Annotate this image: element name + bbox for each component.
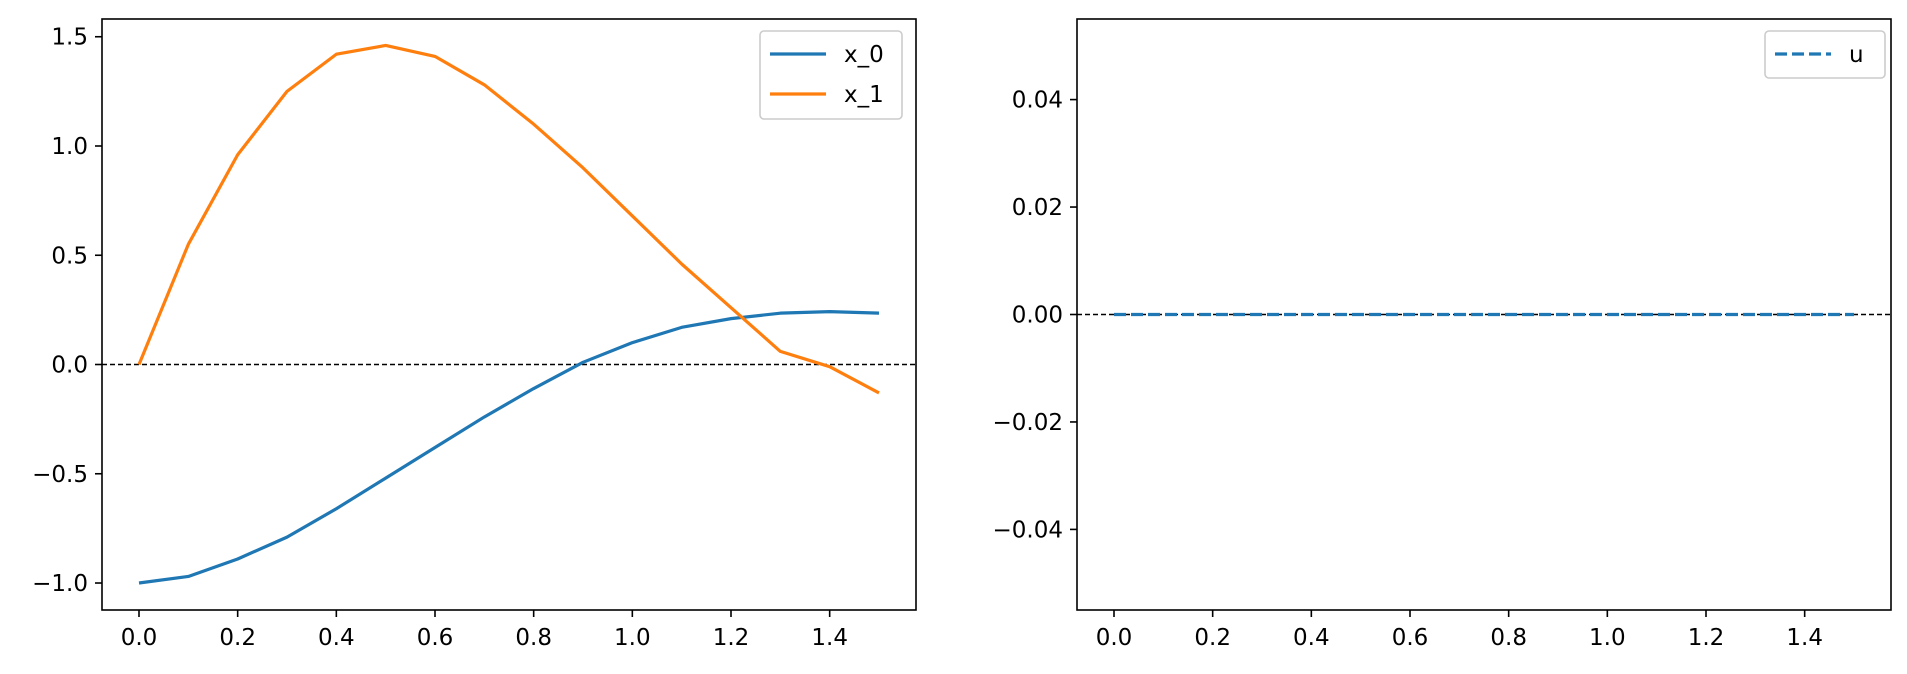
y-tick-label: 0.04 (1012, 88, 1063, 114)
x-tick-label: 0.0 (1096, 625, 1133, 651)
x-tick-label: 0.6 (1392, 625, 1429, 651)
y-tick-label: 0.5 (51, 243, 88, 269)
y-tick-label: 1.5 (51, 25, 88, 51)
legend-label-x-1: x_1 (844, 82, 884, 108)
y-tick-label: −0.04 (993, 517, 1063, 543)
x-tick-label: 1.4 (1786, 625, 1823, 651)
legend: u (1764, 30, 1886, 79)
y-tick-label: 1.0 (51, 134, 88, 160)
y-tick-label: −1.0 (32, 571, 88, 597)
x-tick-label: 0.8 (1490, 625, 1527, 651)
series-line-x-1 (137, 43, 880, 395)
x-tick-label: 0.4 (1293, 625, 1330, 651)
x-tick-label: 0.6 (417, 625, 454, 651)
y-tick-label: −0.5 (32, 462, 88, 488)
y-tick-label: 0.0 (51, 353, 88, 379)
y-tick-label: 0.02 (1012, 195, 1063, 221)
x-tick-label: 0.2 (1194, 625, 1231, 651)
y-tick-label: −0.02 (993, 410, 1063, 436)
x-tick-label: 0.2 (219, 625, 256, 651)
x-tick-label: 0.0 (121, 625, 158, 651)
legend-label-u: u (1849, 42, 1864, 68)
x-tick-label: 0.8 (515, 625, 552, 651)
x-tick-label: 1.4 (811, 625, 848, 651)
left-chart-panel: 0.0 0.2 0.4 0.6 0.8 1.0 1.2 1.4 −1.0 −0.5 0.0 0.5 1.… (32, 18, 917, 651)
legend: x_0 x_1 (759, 30, 903, 120)
legend-box (1764, 30, 1886, 79)
x-tick-label: 1.0 (614, 625, 651, 651)
legend-label-x-0: x_0 (844, 42, 884, 68)
x-tick-label: 1.2 (713, 625, 750, 651)
series-line-x-0 (138, 310, 880, 585)
x-tick-label: 1.2 (1688, 625, 1725, 651)
x-tick-label: 0.4 (318, 625, 355, 651)
axes-frame (101, 18, 917, 611)
y-tick-label: 0.00 (1012, 303, 1063, 329)
right-chart-panel: 0.0 0.2 0.4 0.6 0.8 1.0 1.2 1.4 −0.04 −0.02 0.00 0.… (993, 18, 1892, 651)
x-tick-label: 1.0 (1589, 625, 1626, 651)
